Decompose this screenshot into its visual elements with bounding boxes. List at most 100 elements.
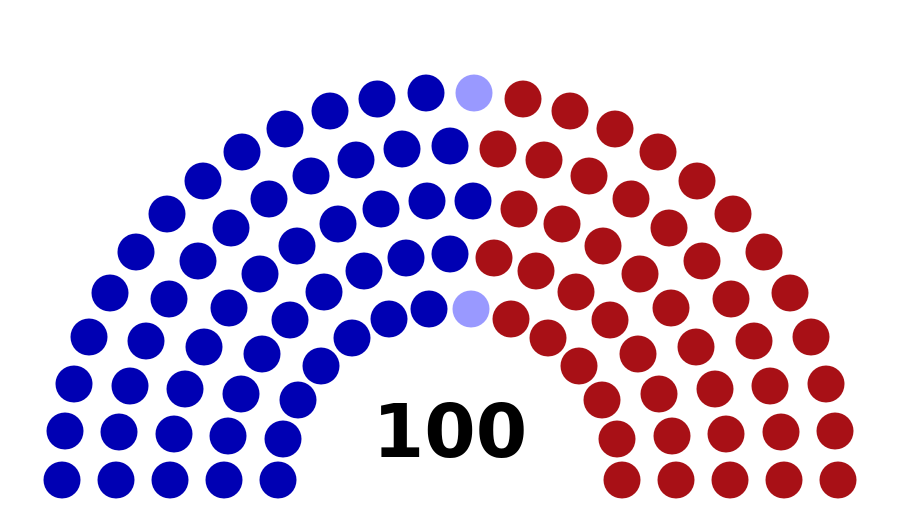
seat-republican [712, 462, 749, 499]
seat-republican [570, 158, 607, 195]
seat-republican [518, 253, 555, 290]
seat-democrat [387, 240, 424, 277]
seat-democrat [155, 415, 192, 452]
seat-democrat [184, 163, 221, 200]
seat-democrat [345, 253, 382, 290]
seat-democrat [334, 320, 371, 357]
seat-democrat [303, 347, 340, 384]
seat-democrat [210, 417, 247, 454]
seat-democrat [293, 158, 330, 195]
seat-democrat [152, 462, 189, 499]
seat-democrat [278, 227, 315, 264]
seat-democrat [91, 275, 128, 312]
seat-republican [640, 375, 677, 412]
seat-democrat [118, 233, 155, 270]
seat-republican [504, 80, 541, 117]
seat-democrat [359, 80, 396, 117]
seat-democrat [151, 281, 188, 318]
seat-democrat [206, 462, 243, 499]
seat-republican [807, 365, 844, 402]
seat-democrat [306, 274, 343, 311]
seat-republican [658, 462, 695, 499]
seat-democrat [266, 110, 303, 147]
seat-republican [591, 302, 628, 339]
seat-democrat [128, 323, 165, 360]
hemicycle-chart: 100 [0, 0, 900, 517]
seat-democrat [455, 182, 492, 219]
seat-republican [621, 255, 658, 292]
seat-republican [585, 227, 622, 264]
seat-democrat [224, 134, 261, 171]
seat-democrat [363, 190, 400, 227]
seat-democrat [101, 414, 138, 451]
seat-democrat [98, 462, 135, 499]
seat-democrat [56, 365, 93, 402]
seat-democrat [47, 413, 84, 450]
seat-republican [792, 319, 829, 356]
seat-democrat [407, 74, 444, 111]
seat-democrat [44, 462, 81, 499]
seat-democrat [264, 420, 301, 457]
seat-republican [500, 190, 537, 227]
seat-democrat [167, 371, 204, 408]
seat-republican [551, 92, 588, 129]
seat-independent [452, 291, 489, 328]
seat-democrat [337, 141, 374, 178]
seat-democrat [260, 462, 297, 499]
seat-democrat [213, 209, 250, 246]
seat-democrat [432, 236, 469, 273]
seat-democrat [179, 243, 216, 280]
seat-republican [772, 275, 809, 312]
seat-republican [639, 134, 676, 171]
seat-democrat [279, 382, 316, 419]
seat-democrat [272, 302, 309, 339]
seat-republican [735, 323, 772, 360]
seat-democrat [408, 182, 445, 219]
seat-republican [479, 131, 516, 168]
seat-republican [476, 240, 513, 277]
seat-democrat [149, 196, 186, 233]
seat-republican [684, 243, 721, 280]
seat-democrat [319, 205, 356, 242]
seat-republican [714, 196, 751, 233]
seat-democrat [244, 336, 281, 373]
seat-democrat [211, 290, 248, 327]
seat-democrat [384, 131, 421, 168]
seat-independent [456, 74, 493, 111]
seat-republican [492, 301, 529, 338]
seat-democrat [312, 92, 349, 129]
seat-democrat [71, 319, 108, 356]
seat-republican [560, 347, 597, 384]
seat-democrat [371, 301, 408, 338]
seat-republican [752, 367, 789, 404]
seat-republican [597, 110, 634, 147]
seat-republican [820, 462, 857, 499]
seat-democrat [411, 291, 448, 328]
seat-republican [745, 233, 782, 270]
seat-republican [762, 414, 799, 451]
seat-democrat [432, 128, 469, 165]
seat-republican [712, 281, 749, 318]
seat-democrat [111, 367, 148, 404]
seat-republican [544, 205, 581, 242]
seat-democrat [223, 375, 260, 412]
seat-republican [619, 336, 656, 373]
seat-democrat [242, 255, 279, 292]
seat-democrat [251, 181, 288, 218]
seat-republican [612, 181, 649, 218]
seat-republican [529, 320, 566, 357]
seat-republican [650, 209, 687, 246]
seat-democrat [185, 328, 222, 365]
seat-republican [652, 290, 689, 327]
seat-republican [708, 415, 745, 452]
seat-republican [816, 413, 853, 450]
seat-republican [679, 163, 716, 200]
seat-republican [766, 462, 803, 499]
seat-republican [678, 328, 715, 365]
seat-republican [557, 274, 594, 311]
seat-republican [526, 141, 563, 178]
seat-republican [584, 382, 621, 419]
seat-republican [696, 371, 733, 408]
seat-republican [599, 420, 636, 457]
seat-republican [604, 462, 641, 499]
